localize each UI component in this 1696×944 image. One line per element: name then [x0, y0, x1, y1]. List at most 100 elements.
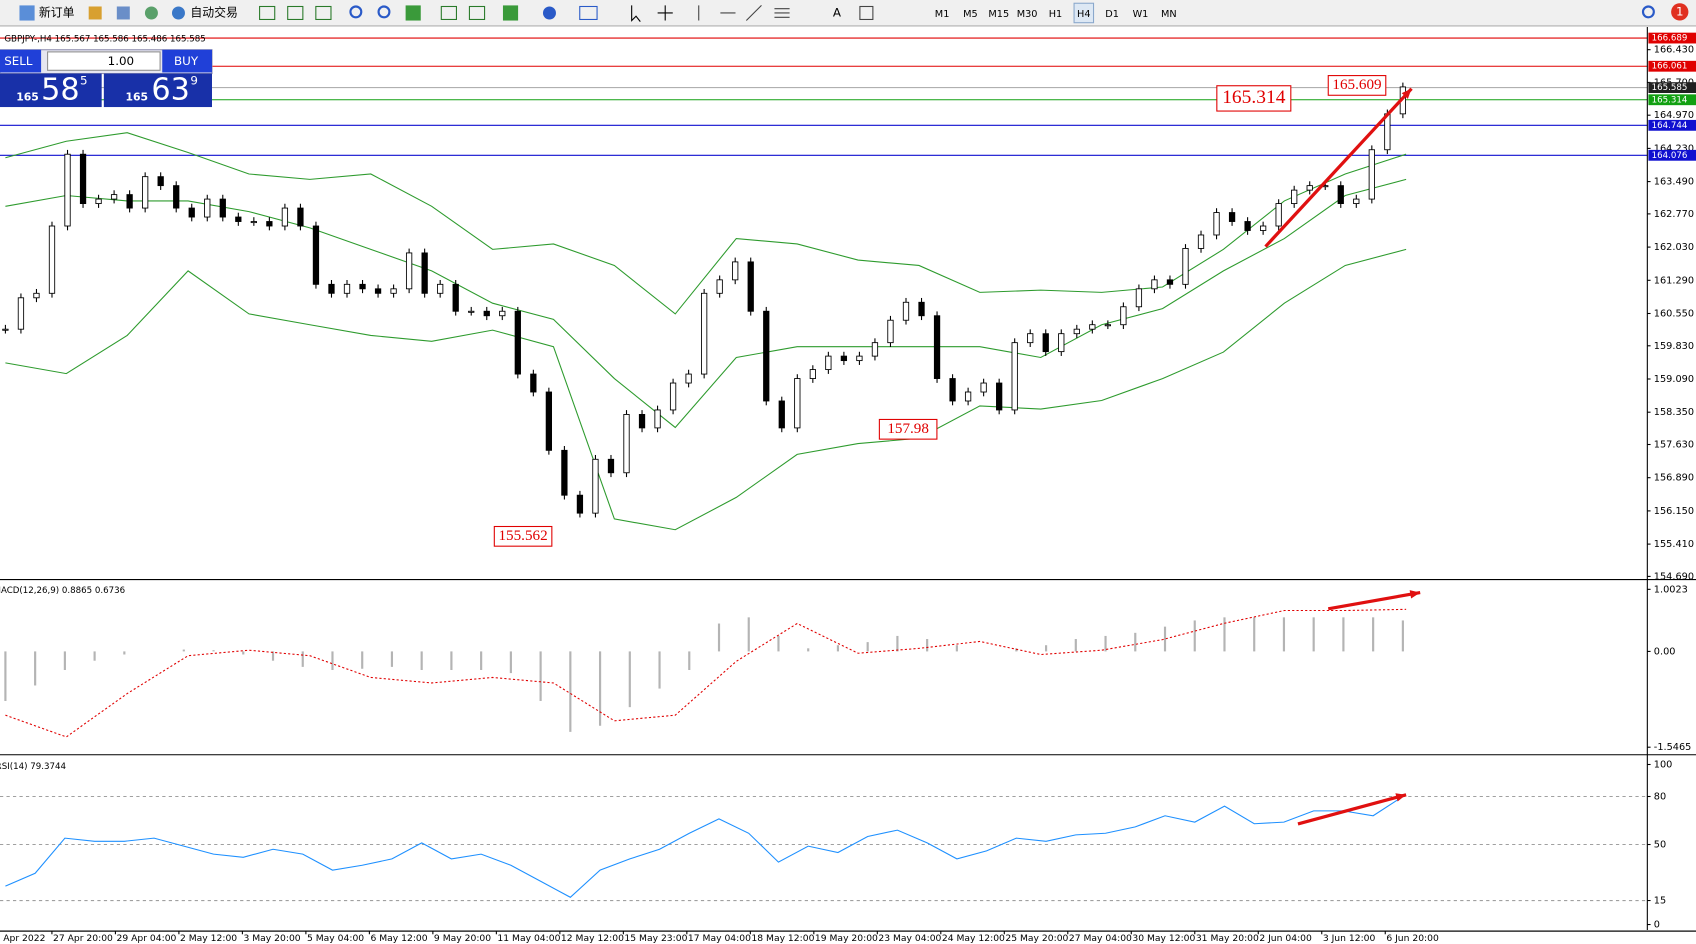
candle [794, 378, 801, 429]
timeframe-button[interactable]: H1 [1049, 9, 1063, 20]
lot-field[interactable] [47, 51, 161, 71]
timeframe-button[interactable]: D1 [1105, 9, 1119, 20]
draw-tools[interactable] [698, 5, 790, 21]
text-tool[interactable]: A [833, 5, 842, 19]
y-tick-label: 163.490 [1654, 177, 1694, 188]
timeframe-button[interactable]: H4 [1077, 9, 1091, 20]
candle [1058, 333, 1065, 353]
x-tick-label: 5 May 04:00 [307, 933, 364, 944]
candle [514, 310, 521, 375]
icon[interactable] [468, 5, 486, 21]
price-level-tag [1648, 149, 1696, 161]
timeframe-button[interactable]: M30 [1017, 9, 1038, 20]
bollinger-middle [5, 178, 1407, 429]
candle [763, 310, 770, 402]
price-annotation-box [1216, 85, 1292, 112]
timeframe-button[interactable]: W1 [1133, 9, 1149, 20]
auto-trading-icon[interactable] [171, 6, 185, 20]
candle [623, 414, 630, 474]
icon[interactable] [502, 5, 519, 21]
bid-box[interactable] [0, 73, 102, 108]
timeframe-button[interactable]: M5 [963, 9, 978, 20]
timeframe-button[interactable]: M1 [935, 9, 950, 20]
candle [328, 283, 335, 294]
search[interactable] [1641, 5, 1655, 19]
timeframe-button[interactable]: M15 [988, 9, 1009, 20]
candle [1197, 234, 1205, 249]
auto-trading-button[interactable]: 自动交易 [190, 5, 238, 19]
candle [716, 279, 723, 294]
bid-big-figure: 165 [16, 90, 39, 103]
x-tick-label: 3 May 20:00 [243, 933, 300, 944]
zoom-in[interactable] [349, 5, 363, 19]
crosshair-tool[interactable] [657, 5, 673, 21]
x-tick-label: 29 Apr 04:00 [116, 933, 176, 944]
candle [468, 310, 475, 313]
buy-button[interactable] [162, 49, 212, 73]
candle [390, 288, 397, 294]
candle [1213, 212, 1220, 236]
price-annotation: 157.98 [887, 421, 929, 437]
icon[interactable] [579, 5, 598, 21]
candle [918, 301, 925, 317]
icon[interactable] [259, 5, 276, 21]
new-order-icon[interactable] [19, 5, 35, 21]
candle [1291, 189, 1298, 205]
candle [1166, 279, 1174, 285]
candle [110, 194, 118, 200]
candle [980, 382, 987, 393]
candle [405, 252, 413, 290]
ask-box[interactable] [103, 73, 212, 108]
candle [561, 449, 568, 496]
icon[interactable] [440, 5, 457, 21]
zoom-out[interactable] [377, 5, 391, 19]
macd-signal [5, 608, 1407, 738]
cursor-tool[interactable] [631, 5, 641, 22]
new-order-button[interactable]: 新订单 [39, 5, 75, 19]
y-tick-label: -1.5465 [1654, 742, 1692, 753]
x-tick-label: 27 Apr 20:00 [53, 933, 113, 944]
y-tick-label: 166.430 [1654, 45, 1694, 56]
price-annotation: 155.562 [498, 528, 547, 544]
rsi-line [5, 796, 1404, 898]
candle [437, 283, 444, 294]
candle [79, 153, 87, 205]
bid-pips: 58 [41, 72, 80, 107]
icon[interactable] [315, 5, 332, 21]
candle [483, 310, 490, 317]
ask-big-figure: 165 [125, 90, 148, 103]
y-tick-label: 159.090 [1654, 374, 1694, 385]
candle [1135, 288, 1143, 308]
x-tick-label: 3 Jun 12:00 [1323, 933, 1376, 944]
icon[interactable] [405, 5, 421, 21]
icon[interactable] [116, 6, 130, 20]
candle [1011, 342, 1018, 411]
notification-badge[interactable] [1671, 3, 1689, 21]
candle [902, 301, 910, 321]
icon[interactable] [144, 6, 158, 20]
icon[interactable] [542, 6, 556, 20]
icon[interactable] [287, 5, 304, 21]
y-tick-label: 100 [1654, 759, 1673, 770]
candle [421, 252, 428, 294]
candle [701, 292, 708, 375]
label-tool[interactable] [859, 5, 874, 21]
y-tick-label: 157.630 [1654, 440, 1694, 451]
x-tick-label: 17 May 04:00 [688, 933, 751, 944]
candle [1337, 185, 1344, 205]
symbol-info: GBPJPY-,H4 165.567 165.586 165.486 165.5… [4, 34, 205, 44]
y-tick-label: 156.150 [1654, 506, 1694, 517]
candle [312, 225, 320, 285]
x-tick-label: 30 May 12:00 [1132, 933, 1195, 944]
candle [204, 198, 211, 218]
candle [48, 225, 56, 294]
candle [1151, 279, 1158, 290]
candle [964, 391, 972, 402]
candle [1353, 198, 1360, 205]
sell-button[interactable] [0, 49, 42, 73]
x-tick-label: 12 May 12:00 [561, 933, 624, 944]
candle [1306, 185, 1313, 191]
icon[interactable] [88, 6, 102, 20]
candle [1275, 203, 1282, 227]
timeframe-button[interactable]: MN [1161, 9, 1177, 20]
